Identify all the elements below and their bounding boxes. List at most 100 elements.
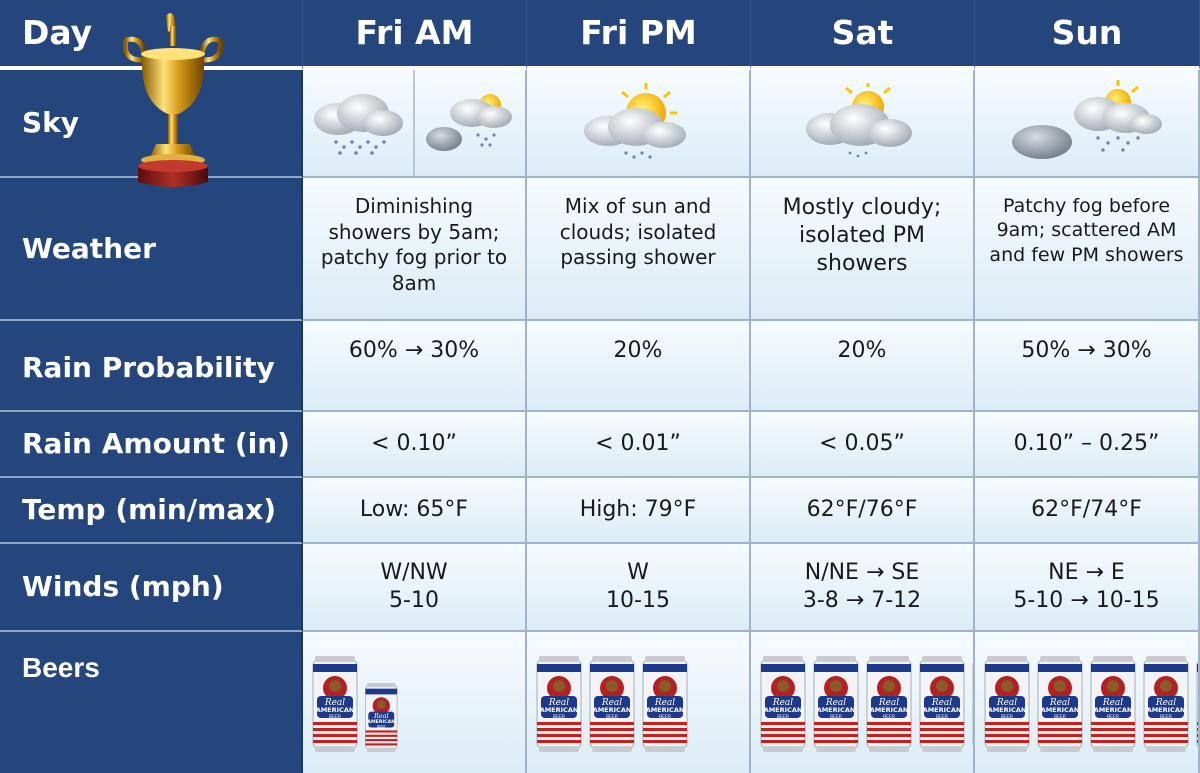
svg-text:BEER: BEER bbox=[1001, 714, 1013, 720]
partly-cloudy-shower-icon bbox=[578, 83, 698, 163]
svg-text:Real: Real bbox=[654, 698, 675, 708]
svg-text:AMERICAN: AMERICAN bbox=[988, 706, 1027, 714]
sky-fri-pm bbox=[527, 70, 751, 178]
svg-text:AMERICAN: AMERICAN bbox=[367, 719, 395, 725]
winds-fri-am: W/NW 5-10 bbox=[303, 544, 527, 632]
svg-text:BEER: BEER bbox=[1107, 714, 1119, 720]
svg-text:Real: Real bbox=[548, 698, 569, 708]
svg-text:AMERICAN: AMERICAN bbox=[1147, 706, 1186, 714]
weather-sat: Mostly cloudy; isolated PM showers bbox=[751, 178, 975, 321]
rain-amount-sat: < 0.05” bbox=[751, 412, 975, 478]
svg-text:Real: Real bbox=[996, 698, 1017, 708]
weather-sun: Patchy fog before 9am; scattered AM and … bbox=[975, 178, 1200, 321]
beer-can-icon: Real AMERICAN BEER bbox=[364, 682, 399, 752]
svg-text:BEER: BEER bbox=[830, 714, 842, 720]
cloud-sun-shower-icon bbox=[1002, 80, 1172, 166]
svg-text:AMERICAN: AMERICAN bbox=[540, 706, 579, 714]
beer-can-icon: Real AMERICAN BEER bbox=[535, 656, 583, 752]
beer-can-icon: Real AMERICAN BEER bbox=[1142, 656, 1190, 752]
svg-text:Real: Real bbox=[601, 698, 622, 708]
column-header-fri-am: Fri AM bbox=[303, 0, 527, 70]
svg-text:BEER: BEER bbox=[377, 725, 386, 729]
wind-speed: 3-8 → 7-12 bbox=[802, 588, 922, 613]
winds-fri-pm: W 10-15 bbox=[527, 544, 751, 632]
svg-text:Real: Real bbox=[324, 698, 345, 708]
column-header-sat: Sat bbox=[751, 0, 975, 70]
row-label-rain-amount: Rain Amount (in) bbox=[0, 412, 303, 478]
svg-text:Real: Real bbox=[1155, 698, 1176, 708]
row-label-temp: Temp (min/max) bbox=[0, 478, 303, 544]
weather-fri-pm: Mix of sun and clouds; isolated passing … bbox=[527, 178, 751, 321]
svg-text:AMERICAN: AMERICAN bbox=[817, 706, 856, 714]
beer-can-icon: Real AMERICAN BEER bbox=[588, 656, 636, 752]
svg-text:Real: Real bbox=[772, 698, 793, 708]
winds-sun: NE → E 5-10 → 10-15 bbox=[975, 544, 1200, 632]
svg-text:Real: Real bbox=[1102, 698, 1123, 708]
rain-probability-fri-am: 60% → 30% bbox=[303, 321, 527, 412]
beer-can-icon: Real AMERICAN BEER bbox=[1089, 656, 1137, 752]
wind-direction: NE → E bbox=[1048, 559, 1125, 585]
rain-probability-fri-pm: 20% bbox=[527, 321, 751, 412]
weather-fri-am: Diminishing showers by 5am; patchy fog p… bbox=[303, 178, 527, 321]
beers-sun: Real AMERICAN BEER Real AMERICAN BEER bbox=[975, 632, 1200, 773]
svg-text:BEER: BEER bbox=[329, 714, 341, 720]
wind-speed: 10-15 bbox=[606, 588, 670, 613]
sky-sun bbox=[975, 70, 1200, 178]
wind-direction: W bbox=[627, 559, 649, 585]
svg-text:BEER: BEER bbox=[659, 714, 671, 720]
partly-cloudy-shower-icon bbox=[415, 70, 525, 176]
beer-can-icon: Real AMERICAN BEER bbox=[812, 656, 860, 752]
svg-text:AMERICAN: AMERICAN bbox=[593, 706, 632, 714]
row-label-weather: Weather bbox=[0, 178, 303, 321]
svg-text:BEER: BEER bbox=[1160, 714, 1172, 720]
temp-fri-pm: High: 79°F bbox=[527, 478, 751, 544]
trophy-icon bbox=[118, 10, 238, 200]
beers-fri-am: Real AMERICAN BEER Real AMERICAN BEER bbox=[303, 632, 527, 773]
rain-probability-sun: 50% → 30% bbox=[975, 321, 1200, 412]
column-header-fri-pm: Fri PM bbox=[527, 0, 751, 70]
beer-can-icon: Real AMERICAN BEER bbox=[1195, 656, 1198, 752]
rain-amount-sun: 0.10” – 0.25” bbox=[975, 412, 1200, 478]
beer-can-icon: Real AMERICAN BEER bbox=[1036, 656, 1084, 752]
svg-text:AMERICAN: AMERICAN bbox=[764, 706, 803, 714]
beers-sat: Real AMERICAN BEER Real AMERICAN BEER bbox=[751, 632, 975, 773]
svg-text:Real: Real bbox=[1049, 698, 1070, 708]
sky-fri-am bbox=[303, 70, 527, 178]
svg-text:BEER: BEER bbox=[777, 714, 789, 720]
beer-can-icon: Real AMERICAN BEER bbox=[311, 656, 359, 752]
svg-text:AMERICAN: AMERICAN bbox=[646, 706, 685, 714]
temp-sat: 62°F/76°F bbox=[751, 478, 975, 544]
wind-direction: N/NE → SE bbox=[804, 559, 920, 585]
wind-direction: W/NW bbox=[380, 559, 448, 585]
svg-text:AMERICAN: AMERICAN bbox=[316, 706, 355, 714]
beer-can-icon: Real AMERICAN BEER bbox=[641, 656, 689, 752]
rain-amount-fri-am: < 0.10” bbox=[303, 412, 527, 478]
beer-can-icon: Real AMERICAN BEER bbox=[759, 656, 807, 752]
svg-text:BEER: BEER bbox=[936, 714, 948, 720]
row-label-winds: Winds (mph) bbox=[0, 544, 303, 632]
rain-amount-fri-pm: < 0.01” bbox=[527, 412, 751, 478]
svg-text:BEER: BEER bbox=[606, 714, 618, 720]
svg-text:AMERICAN: AMERICAN bbox=[923, 706, 962, 714]
winds-sat: N/NE → SE 3-8 → 7-12 bbox=[751, 544, 975, 632]
svg-text:AMERICAN: AMERICAN bbox=[870, 706, 909, 714]
row-label-beers: Beers bbox=[0, 632, 303, 773]
svg-text:Real: Real bbox=[931, 698, 952, 708]
svg-text:BEER: BEER bbox=[1054, 714, 1066, 720]
svg-text:Real: Real bbox=[825, 698, 846, 708]
row-label-rain-probability: Rain Probability bbox=[0, 321, 303, 412]
beer-can-icon: Real AMERICAN BEER bbox=[865, 656, 913, 752]
svg-text:BEER: BEER bbox=[553, 714, 565, 720]
temp-fri-am: Low: 65°F bbox=[303, 478, 527, 544]
sky-sat bbox=[751, 70, 975, 178]
svg-text:BEER: BEER bbox=[883, 714, 895, 720]
rain-cloud-icon bbox=[303, 70, 415, 176]
temp-sun: 62°F/74°F bbox=[975, 478, 1200, 544]
svg-text:AMERICAN: AMERICAN bbox=[1041, 706, 1080, 714]
rain-probability-sat: 20% bbox=[751, 321, 975, 412]
beers-fri-pm: Real AMERICAN BEER Real AMERICAN BEER bbox=[527, 632, 751, 773]
partly-cloudy-icon bbox=[802, 83, 922, 163]
beer-can-icon: Real AMERICAN BEER bbox=[983, 656, 1031, 752]
svg-text:AMERICAN: AMERICAN bbox=[1094, 706, 1133, 714]
